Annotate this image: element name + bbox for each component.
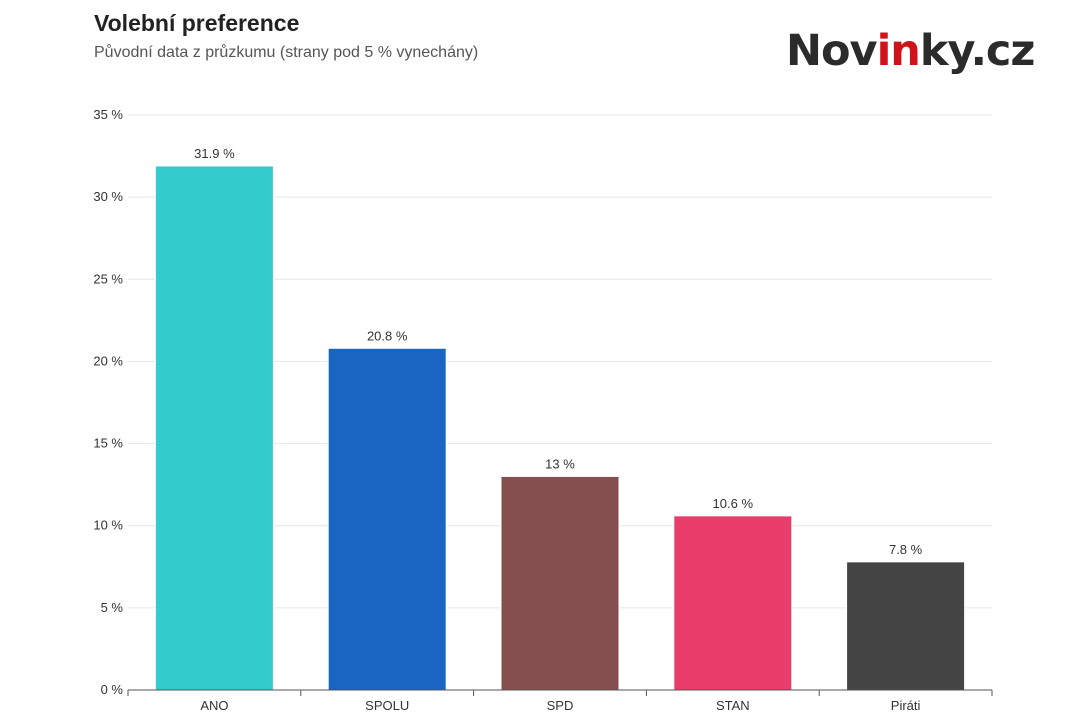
data-label: 7.8 % bbox=[889, 542, 923, 557]
y-tick-label: 20 % bbox=[93, 353, 123, 368]
bar bbox=[500, 475, 620, 691]
x-tick-label: STAN bbox=[716, 698, 750, 713]
chart-title: Volební preference bbox=[94, 10, 300, 36]
bar bbox=[673, 515, 793, 691]
y-axis-ticks: 0 % 5 % 10 % 15 % 20 % 25 % 30 % 35 % bbox=[93, 107, 123, 697]
bars bbox=[154, 165, 966, 691]
y-tick-label: 10 % bbox=[93, 518, 123, 533]
x-axis: ANO SPOLU SPD STAN Piráti bbox=[127, 689, 993, 713]
logo-text-accent: in bbox=[876, 26, 921, 76]
y-tick-label: 35 % bbox=[93, 107, 123, 122]
logo-text-suffix: ky.cz bbox=[919, 26, 1036, 76]
y-tick-label: 0 % bbox=[101, 682, 124, 697]
chart-subtitle: Původní data z průzkumu (strany pod 5 % … bbox=[94, 44, 479, 61]
y-tick-label: 5 % bbox=[101, 600, 124, 615]
bar bbox=[327, 347, 447, 691]
x-tick-label: ANO bbox=[200, 698, 228, 713]
y-tick-label: 25 % bbox=[93, 271, 123, 286]
data-label: 10.6 % bbox=[713, 496, 754, 511]
y-tick-label: 30 % bbox=[93, 189, 123, 204]
data-label: 31.9 % bbox=[194, 146, 235, 161]
x-tick-label: SPD bbox=[547, 698, 574, 713]
logo-text-prefix: Nov bbox=[786, 26, 878, 76]
x-tick-label: Piráti bbox=[891, 698, 921, 713]
bar bbox=[846, 561, 966, 691]
x-tick-label: SPOLU bbox=[365, 698, 409, 713]
bar bbox=[154, 165, 274, 691]
y-tick-label: 15 % bbox=[93, 436, 123, 451]
data-label: 20.8 % bbox=[367, 328, 408, 343]
novinky-logo[interactable]: Novinky.cz bbox=[786, 26, 1036, 76]
data-label: 13 % bbox=[545, 456, 575, 471]
data-labels: 31.9 % 20.8 % 13 % 10.6 % 7.8 % bbox=[194, 146, 923, 557]
